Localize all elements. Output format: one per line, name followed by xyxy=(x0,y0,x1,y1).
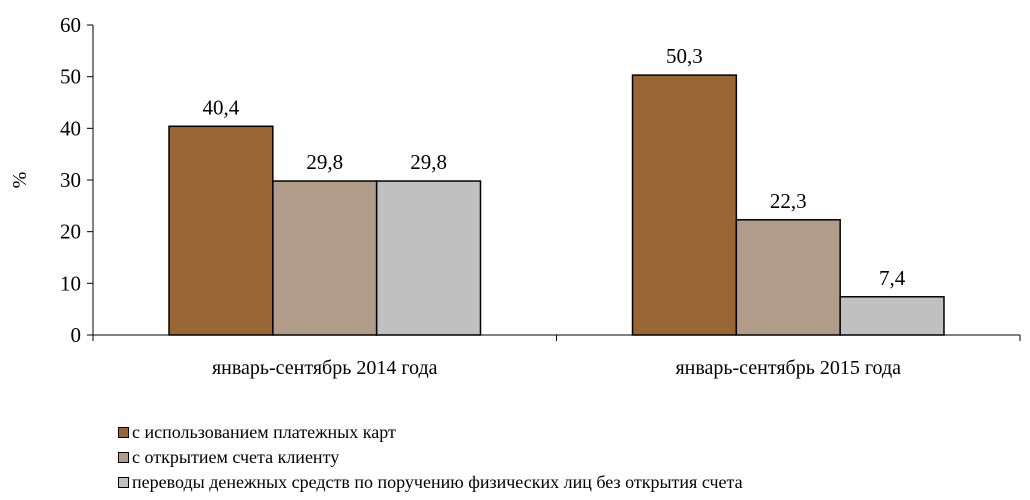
legend-item-cards: с использованием платежных карт xyxy=(118,420,743,445)
bar xyxy=(839,296,945,336)
y-axis-label: % xyxy=(9,172,31,189)
legend-swatch-transfers xyxy=(118,477,129,488)
legend-item-account: с открытием счета клиенту xyxy=(118,445,743,470)
y-tick-label: 60 xyxy=(60,13,81,37)
bar xyxy=(272,180,378,336)
legend-item-transfers: переводы денежных средств по поручению ф… xyxy=(118,470,743,495)
y-tick-label: 40 xyxy=(60,116,81,140)
y-tick-label: 20 xyxy=(60,220,81,244)
legend-label-cards: с использованием платежных карт xyxy=(132,422,396,442)
data-label: 40,4 xyxy=(203,95,240,119)
data-label: 7,4 xyxy=(879,266,906,290)
bar xyxy=(735,219,841,336)
legend: с использованием платежных карт с открыт… xyxy=(118,420,743,495)
data-label: 50,3 xyxy=(666,44,703,68)
legend-swatch-account xyxy=(118,452,129,463)
x-category-label: январь-сентябрь 2014 года xyxy=(212,357,438,379)
legend-label-transfers: переводы денежных средств по поручению ф… xyxy=(132,472,743,492)
data-label: 29,8 xyxy=(410,150,447,174)
bar-chart: 0 10 20 30 40 50 60% 40,4 29,8 29,8 январь-сентябр… xyxy=(9,13,1021,379)
data-label: 22,3 xyxy=(770,189,807,213)
x-category-label: январь-сентябрь 2015 года xyxy=(675,357,901,379)
data-label: 29,8 xyxy=(306,150,343,174)
y-tick-label: 0 xyxy=(71,323,82,347)
legend-label-account: с открытием счета клиенту xyxy=(132,447,340,467)
bar xyxy=(631,74,738,336)
y-tick-label: 10 xyxy=(60,271,81,295)
y-tick-label: 30 xyxy=(60,168,81,192)
y-tick-label: 50 xyxy=(60,65,81,89)
legend-swatch-cards xyxy=(118,427,129,438)
bar xyxy=(168,125,274,336)
bar xyxy=(375,180,482,336)
